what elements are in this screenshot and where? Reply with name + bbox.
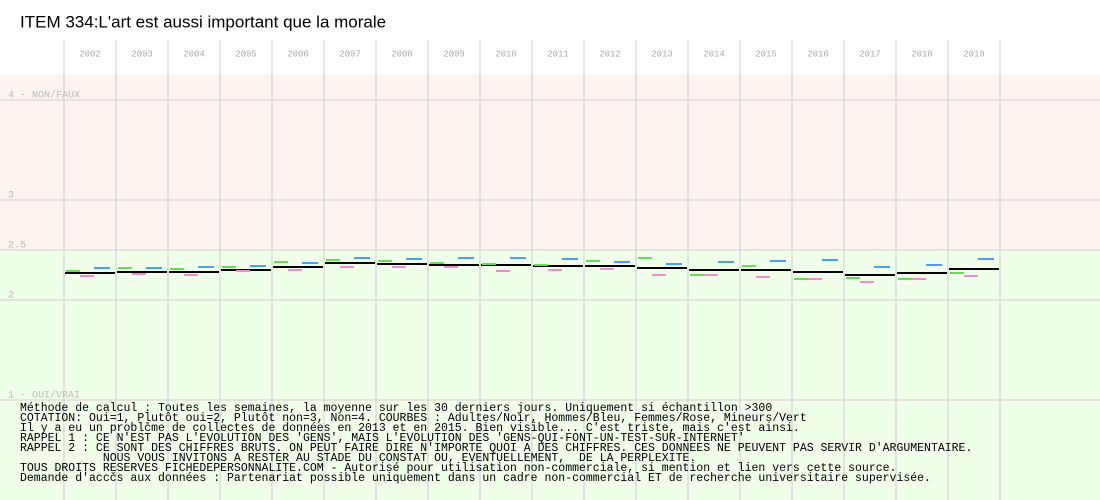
x-tick-label: 2006 [287, 49, 309, 59]
y-tick-label: 2 [8, 291, 14, 302]
x-tick-label: 2007 [339, 49, 361, 59]
x-tick-label: 2017 [859, 49, 881, 59]
note: COTATION: Oui=1, Plutôt oui=2, Plutôt no… [20, 412, 807, 425]
x-tick-label: 2016 [807, 49, 829, 59]
note: NOUS VOUS INVITONS A RESTER AU STADE DU … [20, 452, 696, 465]
marks [65, 257, 999, 283]
x-tick-label: 2019 [963, 49, 985, 59]
note: Méthode de calcul : Toutes les semaines,… [20, 402, 772, 415]
note: Demande d'accčs aux données : Partenaria… [20, 472, 931, 485]
band [0, 250, 1100, 500]
x-tick-label: 2010 [495, 49, 517, 59]
x-tick-label: 2003 [131, 49, 153, 59]
x-tick-label: 2009 [443, 49, 465, 59]
band [0, 75, 1100, 250]
y-tick-label: 4 - NON/FAUX [8, 90, 80, 102]
x-tick-label: 2005 [235, 49, 257, 59]
note: Il y a eu un problčme de collectes de do… [20, 422, 800, 435]
x-tick-label: 2008 [391, 49, 413, 59]
note: TOUS DROITS RESERVES FICHEDEPERSONNALITE… [20, 462, 896, 475]
chart-title: ITEM 334:L'art est aussi important que l… [20, 12, 386, 31]
y-tick-label: 1 - OUI/VRAI [8, 390, 80, 402]
grid [0, 40, 1100, 500]
x-tick-label: 2012 [599, 49, 621, 59]
x-tick-label: 2011 [547, 49, 569, 59]
x-tick-label: 2004 [183, 49, 205, 59]
x-tick-label: 2014 [703, 49, 725, 59]
x-tick-label: 2002 [79, 49, 101, 59]
note: RAPPEL 2 : CE SONT DES CHIFFRES BRUTS. O… [20, 442, 972, 455]
labels: 4 - NON/FAUX 3 2.5 2 1 - OUI/VRAI 2002 2003 200… [8, 49, 985, 485]
y-tick-label: 2.5 [8, 241, 26, 252]
x-tick-label: 2018 [911, 49, 933, 59]
x-tick-label: 2015 [755, 49, 777, 59]
background [0, 75, 1100, 500]
y-tick-label: 3 [8, 191, 14, 202]
note: RAPPEL 1 : CE N'EST PAS L'EVOLUTION DES … [20, 432, 745, 445]
x-tick-label: 2013 [651, 49, 673, 59]
